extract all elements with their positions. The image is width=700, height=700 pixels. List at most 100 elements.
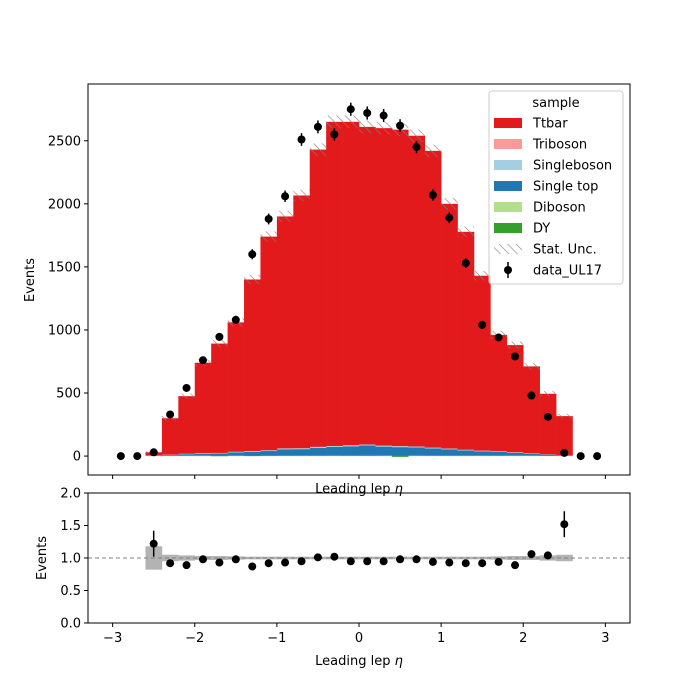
stack-bar-single-top (326, 446, 343, 456)
data-point (297, 135, 306, 144)
stack-bar-ttbar (342, 121, 360, 446)
stack-bar-ttbar (211, 343, 228, 453)
legend-entry-ttbar: Ttbar (494, 117, 568, 132)
ratio-y-axis-ticks: 0.0 0.5 1.0 1.5 2.0 (60, 487, 88, 632)
stack-bar-singleboson (276, 448, 294, 450)
ratio-point (461, 559, 470, 568)
ratio-points (149, 511, 569, 571)
ratio-point (198, 555, 207, 564)
stat-unc-bin (276, 211, 294, 222)
stat-unc-bin (326, 115, 343, 129)
ratio-y-tick-label: 1.0 (60, 552, 81, 567)
data-point (527, 391, 536, 400)
stat-unc-bin (260, 231, 277, 242)
stack-bar-singleboson (244, 451, 261, 452)
stat-unc-bin (293, 189, 310, 202)
data-point (396, 121, 405, 130)
main-x-axis-ticks (112, 475, 606, 479)
stat-unc-bin (556, 413, 573, 419)
legend-hatch (494, 244, 522, 254)
data-point (379, 111, 388, 120)
legend-entry-dy: DY (494, 222, 550, 237)
stack-bar-dy (342, 455, 360, 457)
stack-bar-singleboson (473, 450, 491, 452)
legend-entry-singleboson: Singleboson (494, 159, 612, 174)
stack-bar-ttbar (408, 135, 425, 447)
stack-bar-dy (375, 455, 393, 457)
legend-label: data_UL17 (533, 264, 602, 279)
legend-label: Diboson (533, 201, 586, 216)
ratio-point (412, 555, 421, 564)
ratio-x-tick-label: −3 (103, 631, 122, 646)
stack-bar-single-top (375, 446, 393, 456)
main-y-axis-label: Events (23, 258, 38, 302)
ratio-point (281, 558, 290, 567)
legend-label: DY (533, 222, 550, 237)
data-point (346, 105, 355, 114)
ratio-point (363, 557, 372, 566)
ratio-y-axis-label: Events (35, 536, 50, 580)
ratio-plot-panel: 0.0 0.5 1.0 1.5 2.0 −3 −2 −1 0 1 2 3 Events Leadin… (35, 487, 631, 669)
ratio-band-bin (457, 556, 475, 560)
stack-bar-ttbar (178, 396, 196, 454)
y-tick-label: 2000 (48, 197, 81, 212)
stack-bar-singleboson (457, 449, 475, 451)
ratio-y-tick-label: 0.0 (60, 617, 81, 632)
stack-bar-ttbar (539, 393, 557, 455)
stack-bar-ttbar (391, 129, 409, 447)
stack-bar-single-top (293, 449, 311, 456)
data-point (511, 352, 520, 361)
data-point (166, 410, 175, 419)
stack-bar-dy (441, 455, 458, 457)
stack-bar-ttbar (309, 149, 327, 447)
stack-bar-ttbar (293, 195, 311, 449)
stack-bar-dy (359, 455, 376, 457)
stack-bar-single-top (506, 452, 524, 456)
legend-label: Triboson (532, 138, 587, 153)
data-point (494, 333, 503, 342)
data-point (248, 250, 257, 259)
ratio-point (478, 559, 487, 568)
stack-bar-ttbar (326, 121, 343, 446)
stack-bar-single-top (490, 451, 508, 456)
ratio-point (527, 550, 536, 559)
stack-bar-singleboson (490, 451, 508, 452)
y-tick-label: 1000 (48, 323, 81, 338)
stack-bar-dy (391, 456, 409, 458)
ratio-point (543, 551, 552, 560)
stack-bar-ttbar (473, 275, 491, 451)
legend-label: Ttbar (532, 117, 568, 132)
stack-bar-singleboson (293, 448, 311, 450)
stack-bar-single-top (194, 453, 212, 456)
ratio-point (494, 557, 503, 566)
stack-bar-dy (490, 455, 508, 457)
legend-swatch (494, 160, 522, 170)
stack-bar-singleboson (424, 447, 442, 449)
legend-marker (504, 266, 512, 274)
stat-unc-bin (539, 390, 557, 397)
stack-bar-singleboson (506, 452, 524, 453)
ratio-point (149, 539, 158, 548)
ratio-point (445, 558, 454, 567)
data-point (445, 213, 454, 222)
stack-bar-ttbar (523, 366, 540, 454)
ratio-point (511, 561, 520, 570)
ratio-point (346, 557, 355, 566)
data-point (133, 452, 142, 461)
stack-bar-ttbar (227, 322, 245, 452)
data-point (363, 109, 372, 118)
stack-bar-singleboson (391, 446, 409, 448)
data-point (198, 356, 207, 365)
legend: sample Ttbar Triboson Singleboson Single to… (488, 90, 624, 285)
stack-bar-singleboson (260, 450, 278, 452)
legend-swatch (494, 202, 522, 212)
stack-bar-single-top (260, 451, 278, 456)
legend-entry-single-top: Single top (494, 180, 598, 195)
stat-unc-bin (244, 274, 261, 285)
y-tick-label: 1500 (48, 260, 81, 275)
stack-bar-single-top (408, 447, 425, 456)
stacked-histogram (145, 121, 573, 458)
ratio-x-axis-label: Leading lep η (315, 654, 403, 669)
stack-bar-ttbar (244, 279, 261, 452)
